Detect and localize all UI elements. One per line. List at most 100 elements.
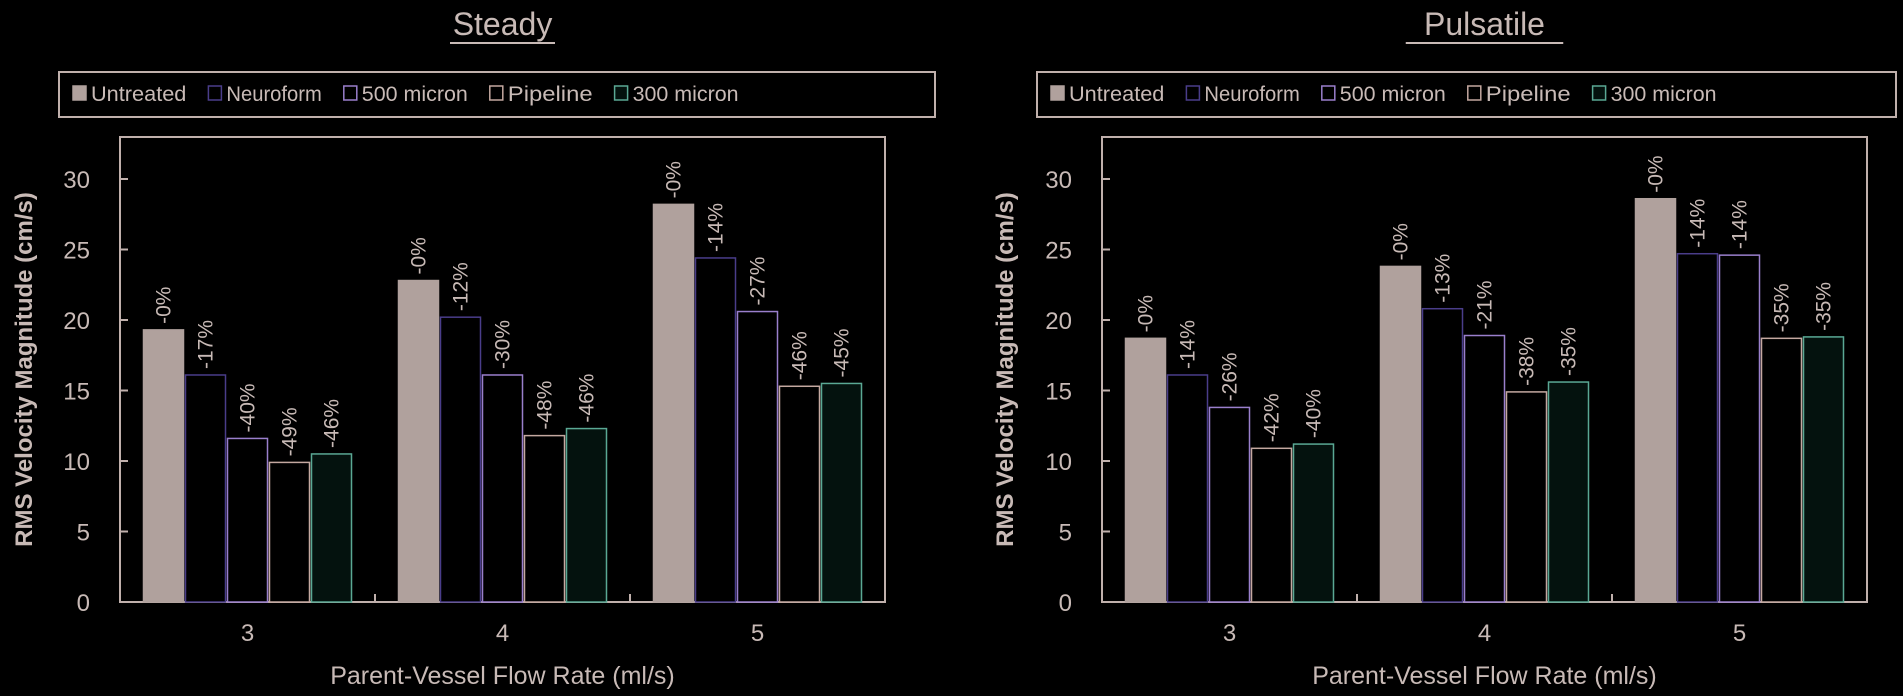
- bar-neuroform: [694, 257, 737, 603]
- legend-swatch: [489, 85, 504, 101]
- x-tick-label: 5: [751, 620, 764, 647]
- bar-pipeline: [523, 434, 566, 603]
- y-tick-label: 5: [77, 520, 90, 547]
- bar-data-label: -35%: [1771, 283, 1794, 332]
- bar-data-label: -12%: [450, 262, 473, 311]
- x-axis-label: Parent-Vessel Flow Rate (ml/s): [1312, 662, 1657, 690]
- legend-swatch: [1591, 85, 1607, 101]
- bar-data-label: -14%: [1177, 320, 1200, 369]
- legend-item: Untreated: [1050, 83, 1164, 106]
- legend-item: 500 micron: [343, 83, 468, 106]
- legend-label: Untreated: [91, 83, 186, 106]
- bar-data-label: -38%: [1516, 337, 1539, 386]
- bar-data-label: -27%: [747, 257, 770, 306]
- bar-untreated: [1634, 197, 1677, 603]
- legend-swatch: [1467, 85, 1482, 101]
- bar-300-micron: [820, 382, 863, 603]
- chart-title: Steady: [453, 6, 553, 42]
- bar-data-label: -0%: [1645, 155, 1668, 192]
- bar-300-micron: [1292, 443, 1335, 603]
- y-tick-label: 30: [1045, 167, 1072, 194]
- legend-item: 300 micron: [1591, 83, 1717, 106]
- y-tick-label: 10: [1045, 449, 1072, 476]
- bar-untreated: [397, 279, 440, 603]
- legend-label: 300 micron: [1611, 83, 1717, 106]
- bar-data-label: -0%: [1390, 223, 1413, 260]
- x-axis-label: Parent-Vessel Flow Rate (ml/s): [330, 662, 675, 690]
- bar-pipeline: [1250, 447, 1293, 603]
- bar-data-label: -42%: [1261, 393, 1284, 442]
- x-tick-label: 4: [496, 620, 509, 647]
- legend-label: Neuroform: [1204, 83, 1299, 106]
- bar-data-label: -46%: [576, 374, 599, 423]
- bar-neuroform: [1676, 252, 1719, 603]
- legend-swatch: [72, 85, 87, 101]
- x-tick-label: 3: [1223, 620, 1236, 647]
- bar-pipeline: [1760, 337, 1803, 603]
- legend-label: Untreated: [1069, 83, 1164, 106]
- bar-data-label: -46%: [321, 399, 344, 448]
- bar-neuroform: [1166, 374, 1209, 603]
- legend-swatch: [1185, 85, 1201, 101]
- legend-label: Pipeline: [508, 83, 593, 106]
- bar-pipeline: [268, 461, 311, 603]
- legend-label: 300 micron: [633, 83, 739, 106]
- legend-item: Pipeline: [1467, 83, 1571, 106]
- bar-data-label: -35%: [1558, 327, 1581, 376]
- bar-data-label: -17%: [195, 320, 218, 369]
- bar-500-micron: [1208, 406, 1251, 603]
- bar-data-label: -0%: [153, 287, 176, 324]
- bar-data-label: -35%: [1813, 282, 1836, 331]
- bar-data-label: -0%: [408, 237, 431, 274]
- y-tick-label: 10: [63, 449, 90, 476]
- legend-swatch: [1321, 85, 1336, 101]
- y-tick-label: 25: [1045, 238, 1072, 265]
- y-axis-label: RMS Velocity Magnitude (cm/s): [11, 192, 38, 547]
- legend-label: Pipeline: [1486, 83, 1571, 106]
- bar-data-label: -40%: [237, 383, 260, 432]
- y-tick-label: 15: [63, 379, 90, 406]
- bar-data-label: -13%: [1432, 254, 1455, 303]
- bar-untreated: [1124, 337, 1167, 603]
- bar-data-label: -14%: [1729, 200, 1752, 249]
- bar-pipeline: [778, 385, 821, 603]
- legend-label: Neuroform: [226, 83, 321, 106]
- bar-neuroform: [1421, 307, 1464, 603]
- legend-label: 500 micron: [362, 83, 468, 106]
- y-axis-label: RMS Velocity Magnitude (cm/s): [992, 192, 1019, 547]
- bar-data-label: -46%: [789, 331, 812, 380]
- bar-untreated: [142, 329, 185, 603]
- bar-data-label: -30%: [492, 320, 515, 369]
- y-tick-label: 30: [63, 167, 90, 194]
- bar-data-label: -48%: [534, 381, 557, 430]
- x-tick-label: 5: [1733, 620, 1746, 647]
- bar-untreated: [652, 203, 695, 603]
- legend-swatch: [1050, 85, 1065, 101]
- y-tick-label: 5: [1059, 520, 1072, 547]
- bar-data-label: -14%: [705, 203, 728, 252]
- legend-item: 500 micron: [1321, 83, 1446, 106]
- legend-item: Untreated: [72, 83, 186, 106]
- bar-untreated: [1379, 265, 1422, 603]
- bar-500-micron: [736, 310, 779, 603]
- bar-neuroform: [439, 316, 482, 603]
- y-tick-label: 0: [77, 590, 90, 617]
- legend-item: Neuroform: [1185, 83, 1300, 106]
- chart-title: Pulsatile: [1424, 6, 1545, 42]
- legend-box: [1036, 71, 1897, 118]
- legend-swatch: [207, 85, 223, 101]
- chart-pulsatile: Pulsatile Untreated Neuroform 500 micron Pip…: [992, 6, 1897, 690]
- chart-steady: Steady Untreated Neuroform 500 micron Pipeli…: [11, 6, 936, 690]
- legend-item: Neuroform: [207, 83, 322, 106]
- x-tick-label: 4: [1478, 620, 1491, 647]
- y-tick-label: 25: [63, 238, 90, 265]
- y-tick-label: 15: [1045, 379, 1072, 406]
- legend: Untreated Neuroform 500 micron Pipeline 300 …: [58, 71, 936, 118]
- legend-item: Pipeline: [489, 83, 593, 106]
- bar-data-label: -40%: [1303, 389, 1326, 438]
- y-tick-label: 0: [1059, 590, 1072, 617]
- legend-swatch: [343, 85, 358, 101]
- y-tick-label: 20: [63, 308, 90, 335]
- bar-data-label: -49%: [279, 407, 302, 456]
